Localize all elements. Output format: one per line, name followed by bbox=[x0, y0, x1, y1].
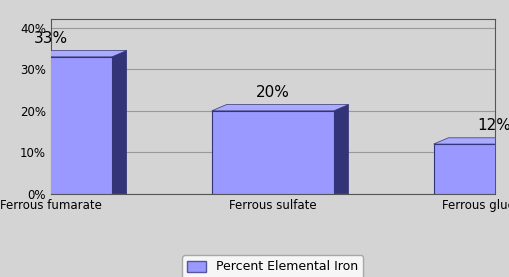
Bar bbox=[433, 144, 509, 194]
Bar bbox=[51, 194, 494, 215]
Polygon shape bbox=[211, 104, 348, 111]
Text: 33%: 33% bbox=[34, 30, 68, 45]
Polygon shape bbox=[333, 104, 348, 194]
Polygon shape bbox=[0, 50, 126, 57]
Legend: Percent Elemental Iron: Percent Elemental Iron bbox=[182, 255, 362, 277]
Text: 20%: 20% bbox=[256, 84, 289, 100]
Bar bbox=[211, 111, 333, 194]
Text: 12%: 12% bbox=[477, 118, 509, 133]
Polygon shape bbox=[433, 138, 509, 144]
Bar bbox=[0, 57, 112, 194]
Polygon shape bbox=[112, 50, 126, 194]
